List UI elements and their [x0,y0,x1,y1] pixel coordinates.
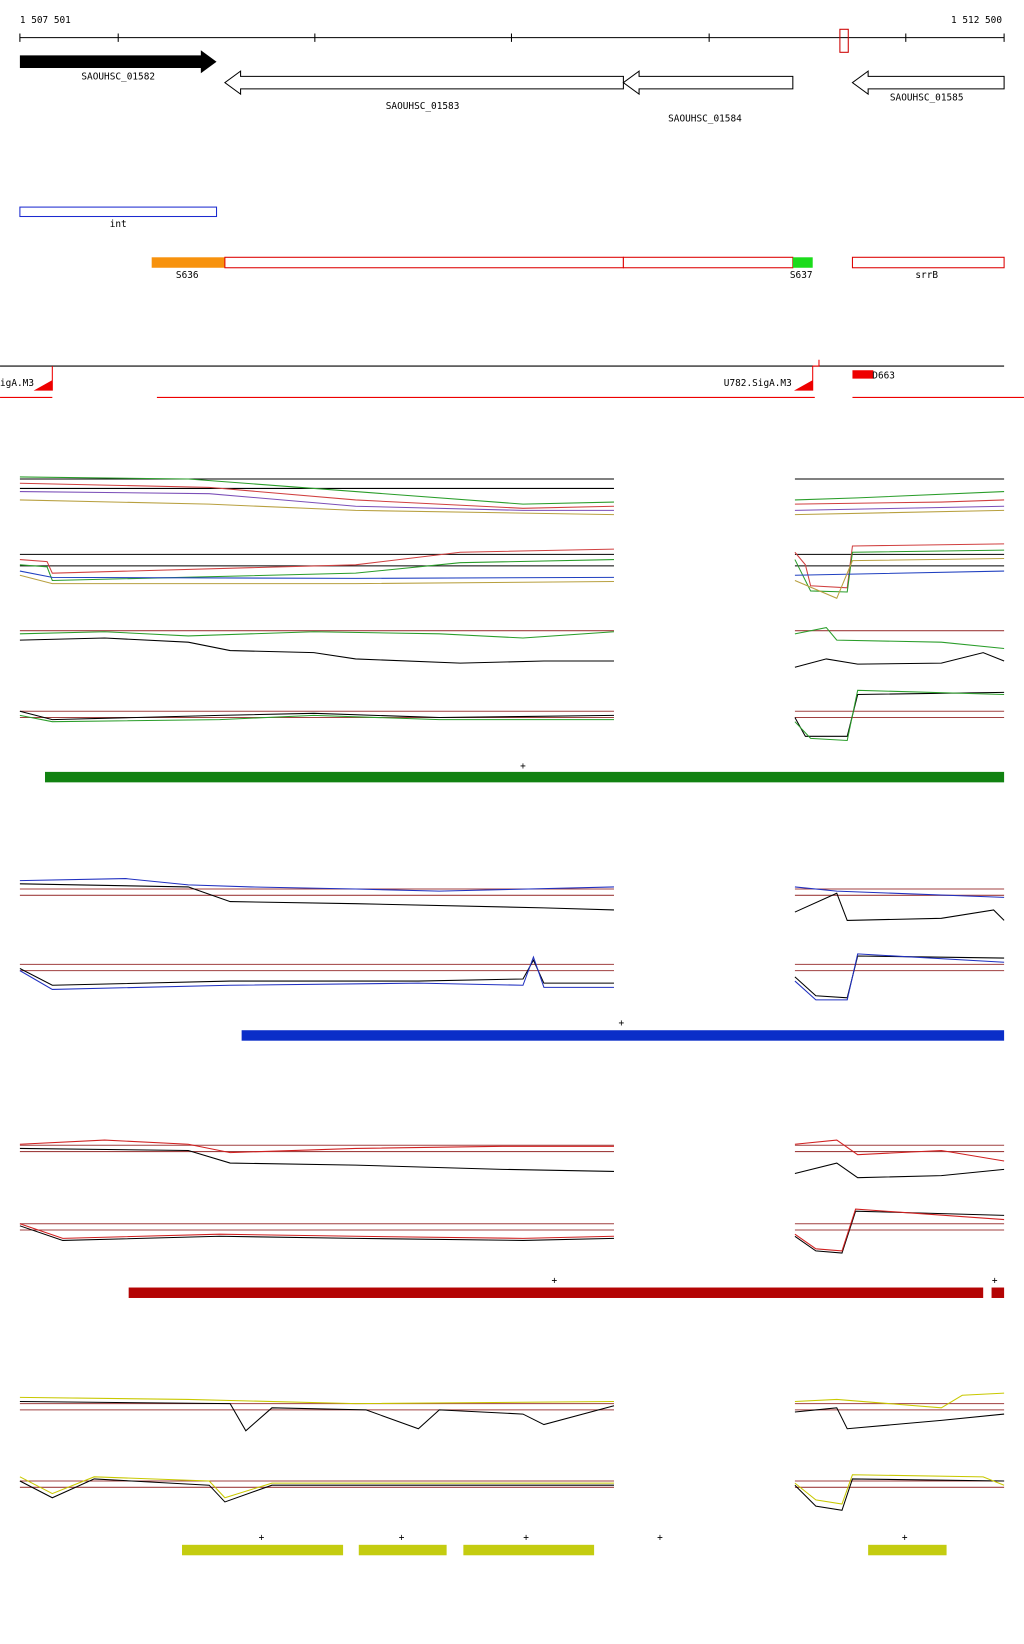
trace [19,955,1005,999]
trace [19,1392,1005,1409]
trace [19,878,1005,898]
promoter-mark [812,359,820,367]
trace [19,543,1005,589]
marker: + [618,1018,624,1029]
promoter-mark[interactable] [33,366,53,391]
significance-bar[interactable] [868,1544,947,1556]
trace [19,549,1005,593]
gene-arrow[interactable] [224,70,624,96]
ruler-end: 1 512 500 [951,15,1002,26]
segment[interactable] [792,257,813,268]
promoter-mark[interactable] [793,366,814,391]
trace [19,626,1005,649]
significance-bar[interactable] [991,1287,1005,1298]
segment-label: S637 [790,270,813,281]
marker: + [523,1533,529,1544]
trace [19,557,1005,599]
segment[interactable] [851,256,1005,269]
promoter-label: igA.M3 [0,378,34,389]
significance-bar[interactable] [463,1544,595,1556]
annotation-label: int [110,219,127,230]
promoter-label: U782.SigA.M3 [724,378,792,389]
trace [19,1478,1005,1511]
annotation-box[interactable] [19,206,218,218]
trace [19,478,1005,567]
trace [19,1210,1005,1254]
ruler-marker [839,28,849,53]
trace [19,953,1005,1001]
trace [19,482,1005,509]
baseline [19,888,1005,972]
marker: + [902,1533,908,1544]
baseline [19,1403,1005,1488]
marker: + [992,1275,998,1286]
gene-arrow[interactable] [851,70,1005,96]
ruler: 1 507 501 1 512 500 [19,15,1005,53]
trace [19,689,1005,742]
baseline [19,1144,1005,1231]
significance-bar[interactable] [182,1544,344,1556]
marker: + [399,1533,405,1544]
trace [19,1401,1005,1432]
trace [19,570,1005,579]
promoter-mark[interactable] [852,370,874,379]
trace [19,476,1005,505]
gene-arrow[interactable] [622,70,794,96]
trace [19,499,1005,516]
gene-label: SAOUHSC_01583 [386,101,460,112]
segment[interactable] [622,256,794,269]
significance-bar[interactable] [128,1287,984,1298]
ruler-start: 1 507 501 [20,15,71,26]
trace [19,883,1005,921]
trace [19,1208,1005,1252]
traces [19,476,1005,1556]
trace [19,491,1005,511]
trace [19,1139,1005,1162]
baseline [19,630,1005,719]
trace [19,1147,1005,1179]
trace [19,637,1005,668]
significance-bar[interactable] [358,1544,447,1556]
marker: + [259,1533,265,1544]
promoters: igA.M3 U782.SigA.M3 D663 [0,359,1024,398]
gene-label: SAOUHSC_01582 [81,71,155,82]
segments: S636 S637 srrB [151,256,1005,281]
trace [19,691,1005,737]
marker: + [657,1533,663,1544]
genes: SAOUHSC_01582 SAOUHSC_01583 SAOUHSC_0158… [19,50,1005,124]
trace [19,1474,1005,1505]
markers: + + + + + + + + [259,761,998,1544]
segment[interactable] [151,257,225,268]
ruler-ticks [19,33,1005,42]
gene-label: SAOUHSC_01584 [668,113,742,124]
marker: + [520,761,526,772]
significance-bar[interactable] [241,1030,1005,1041]
promoter-label: D663 [872,371,895,382]
gene-arrow[interactable] [19,50,217,74]
segment-label: srrB [915,270,938,281]
marker: + [552,1275,558,1286]
segment[interactable] [224,256,624,269]
significance-bar[interactable] [44,771,1005,783]
segment-label: S636 [176,270,199,281]
gene-label: SAOUHSC_01585 [890,92,964,103]
